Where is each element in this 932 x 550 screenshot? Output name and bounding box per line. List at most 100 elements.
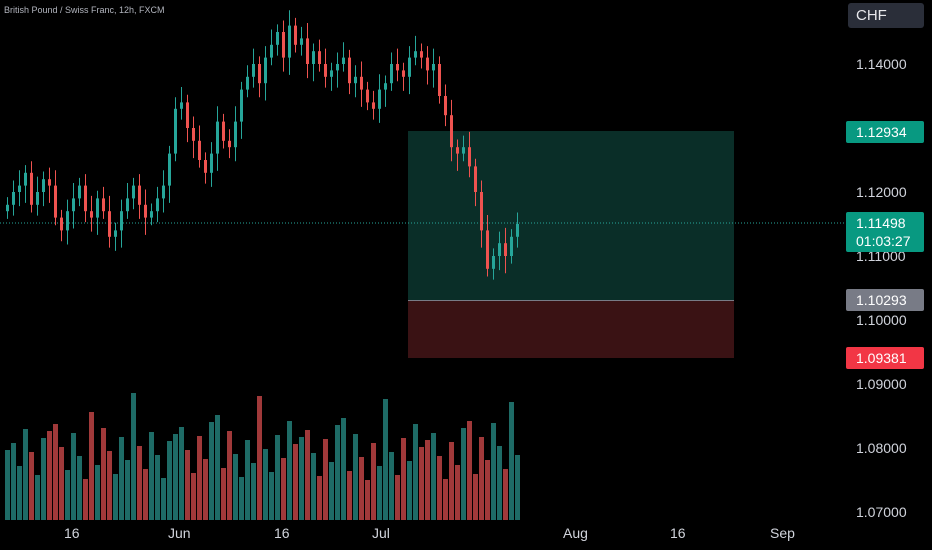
price-axis[interactable]: 1.14000 1.12000 1.11000 1.10000 1.09000 … — [846, 56, 924, 520]
volume-bar — [389, 452, 394, 520]
volume-bar — [353, 434, 358, 520]
profit-zone — [408, 131, 734, 300]
volume-bar — [227, 431, 232, 520]
volume-bar — [467, 421, 472, 520]
volume-bar — [173, 434, 178, 520]
candle-body — [486, 230, 489, 269]
candle-body — [246, 76, 249, 90]
candle-body — [234, 121, 237, 148]
volume-bar — [65, 470, 70, 520]
volume-bar — [395, 475, 400, 520]
candle-body — [198, 140, 201, 160]
candle-body — [150, 211, 153, 218]
candle-body — [204, 160, 207, 173]
candle-body — [30, 172, 33, 205]
candle-body — [456, 147, 459, 154]
candle-body — [504, 243, 507, 256]
candle-body — [396, 64, 399, 71]
candle-body — [6, 204, 9, 212]
candle-body — [354, 76, 357, 84]
volume-bar — [203, 459, 208, 520]
candle-body — [132, 185, 135, 199]
volume-bar — [53, 424, 58, 520]
volume-bar — [401, 438, 406, 520]
volume-bar — [59, 447, 64, 520]
candle-body — [414, 51, 417, 58]
candle-body — [366, 89, 369, 103]
volume-bar — [497, 446, 502, 520]
candle-body — [54, 185, 57, 218]
candle-body — [276, 32, 279, 45]
volume-bar — [95, 465, 100, 520]
time-axis[interactable]: 16 Jun 16 Jul Aug 16 Sep — [64, 525, 795, 541]
bar-countdown: 01:03:27 — [856, 233, 911, 249]
volume-bar — [317, 476, 322, 520]
candle-body — [468, 147, 471, 167]
volume-bar — [71, 433, 76, 520]
candle-body — [438, 64, 441, 96]
time-label: 16 — [64, 525, 80, 541]
candle-body — [432, 64, 435, 71]
candle-body — [96, 198, 99, 218]
volume-bar — [431, 433, 436, 520]
volume-bar — [287, 421, 292, 520]
candle-body — [330, 70, 333, 77]
candle-body — [480, 192, 483, 231]
volume-bar — [197, 436, 202, 520]
volume-bar — [455, 465, 460, 520]
time-label: 16 — [670, 525, 686, 541]
volume-bar — [125, 460, 130, 520]
price-tick: 1.12000 — [856, 184, 907, 200]
time-label: 16 — [274, 525, 290, 541]
volume-bar — [77, 456, 82, 520]
candle-body — [258, 64, 261, 84]
candle-body — [66, 211, 69, 231]
volume-bar — [119, 437, 124, 520]
volume-bar — [365, 480, 370, 520]
target-price-label: 1.12934 — [856, 124, 907, 140]
candle-body — [372, 102, 375, 109]
volume-bar — [479, 437, 484, 520]
candle-body — [426, 57, 429, 71]
volume-bar — [443, 479, 448, 520]
volume-bar — [185, 450, 190, 520]
volume-bar — [149, 432, 154, 520]
volume-bar — [275, 435, 280, 520]
volume-bar — [347, 471, 352, 520]
volume-bars — [5, 393, 520, 520]
volume-bar — [485, 460, 490, 520]
candle-body — [72, 198, 75, 212]
candle-body — [168, 153, 171, 186]
candle-body — [444, 96, 447, 116]
price-tick: 1.07000 — [856, 504, 907, 520]
symbol-title: British Pound / Swiss Franc, 12h, FXCM — [4, 5, 165, 15]
candle-body — [384, 83, 387, 90]
candle-body — [312, 51, 315, 64]
candle-body — [60, 217, 63, 231]
volume-bar — [281, 458, 286, 520]
volume-bar — [299, 437, 304, 520]
volume-bar — [35, 475, 40, 520]
time-label: Sep — [770, 525, 795, 541]
volume-bar — [263, 449, 268, 520]
volume-bar — [425, 440, 430, 520]
volume-bar — [503, 469, 508, 520]
candle-body — [138, 185, 141, 205]
candle-body — [342, 57, 345, 64]
volume-bar — [383, 399, 388, 520]
candle-body — [360, 76, 363, 90]
candle-body — [348, 57, 351, 84]
volume-bar — [449, 442, 454, 520]
volume-bar — [419, 447, 424, 520]
stop-price-badge: 1.09381 — [846, 347, 924, 369]
candle-body — [216, 121, 219, 154]
candle-body — [84, 185, 87, 212]
currency-selector-button[interactable]: CHF — [848, 3, 924, 28]
candle-body — [90, 211, 93, 218]
volume-bar — [155, 455, 160, 520]
candle-body — [252, 64, 255, 77]
volume-bar — [509, 402, 514, 520]
volume-bar — [371, 443, 376, 520]
volume-bar — [359, 457, 364, 520]
